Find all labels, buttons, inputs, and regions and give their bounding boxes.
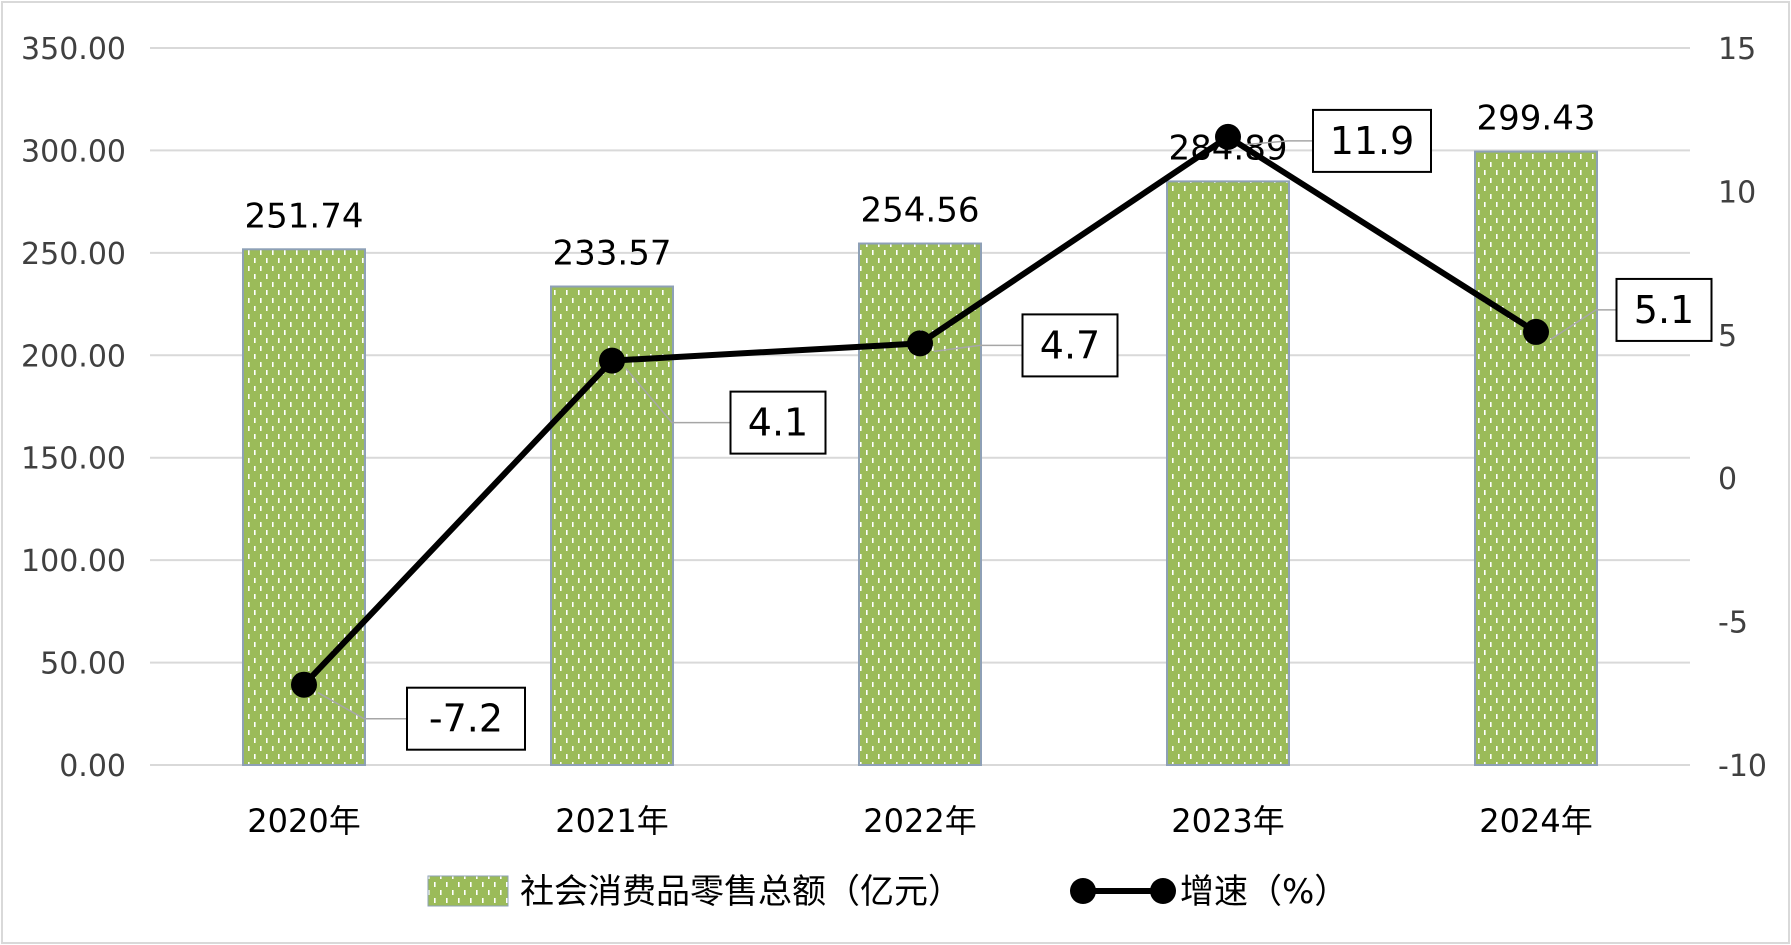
x-tick-label: 2022年 xyxy=(863,802,976,840)
legend-label-bar: 社会消费品零售总额（亿元） xyxy=(520,872,962,912)
right-tick-label: -5 xyxy=(1718,606,1748,641)
x-tick-label: 2023年 xyxy=(1171,802,1284,840)
leader-line xyxy=(933,344,1023,353)
line-label-leaders xyxy=(317,140,1617,720)
right-tick-label: 0 xyxy=(1718,462,1737,497)
bar xyxy=(858,242,982,766)
legend: 社会消费品零售总额（亿元） 增速（%） xyxy=(427,872,1348,912)
right-tick-label: 15 xyxy=(1718,32,1756,67)
x-tick-label: 2020年 xyxy=(247,802,360,840)
line-value-box xyxy=(406,686,526,751)
bar-value-label: 251.74 xyxy=(245,196,364,236)
x-axis: 2020年 2021年 2022年 2023年 2024年 xyxy=(247,802,1592,840)
left-tick-label: 50.00 xyxy=(40,647,126,682)
leader-line xyxy=(1241,140,1313,146)
legend-swatch-marker-left xyxy=(1070,878,1096,904)
x-tick-label: 2021年 xyxy=(555,802,668,840)
bar-value-label: 299.43 xyxy=(1477,99,1596,139)
right-tick-label: 10 xyxy=(1718,175,1756,210)
leader-line xyxy=(1549,309,1617,341)
left-tick-label: 300.00 xyxy=(21,134,126,169)
bar-value-label: 233.57 xyxy=(553,234,672,274)
line-point xyxy=(291,671,317,698)
left-tick-label: 250.00 xyxy=(21,237,126,272)
line-value-label: 4.7 xyxy=(1040,323,1100,367)
legend-label-line: 增速（%） xyxy=(1180,872,1348,912)
leader-line xyxy=(317,692,407,720)
right-tick-label: -10 xyxy=(1718,749,1767,784)
line-point xyxy=(907,330,933,357)
line-point xyxy=(1215,123,1241,150)
left-tick-label: 0.00 xyxy=(59,749,126,784)
left-tick-label: 350.00 xyxy=(21,32,126,67)
legend-swatch-bar xyxy=(427,875,509,907)
line-value-label: 4.1 xyxy=(748,401,808,445)
line-point xyxy=(599,347,625,374)
right-tick-label: 5 xyxy=(1718,319,1737,354)
line-value-box xyxy=(729,390,827,455)
left-tick-label: 200.00 xyxy=(21,339,126,374)
bar xyxy=(1474,150,1598,766)
legend-swatch-marker-right xyxy=(1150,878,1176,904)
bar xyxy=(1166,180,1290,766)
left-tick-label: 150.00 xyxy=(21,442,126,477)
line-value-label: -7.2 xyxy=(429,697,503,741)
bar-series xyxy=(242,150,1598,767)
line-value-labels: -7.2 4.1 4.7 11.9 5.1 xyxy=(406,108,1713,751)
left-y-axis: 0.00 50.00 100.00 150.00 200.00 250.00 300.00 3… xyxy=(21,32,126,784)
right-y-axis: -10 -5 0 5 10 15 xyxy=(1718,32,1767,784)
line-value-box xyxy=(1312,108,1432,173)
line-value-label: 5.1 xyxy=(1634,288,1694,332)
left-tick-label: 100.00 xyxy=(21,544,126,579)
line-value-label: 11.9 xyxy=(1330,119,1415,163)
bar-value-label: 254.56 xyxy=(861,191,980,231)
line-value-box xyxy=(1021,313,1119,378)
line-series xyxy=(291,123,1549,698)
leader-line xyxy=(625,368,731,424)
line-point xyxy=(1523,318,1549,345)
line-value-box xyxy=(1615,277,1713,342)
x-tick-label: 2024年 xyxy=(1479,802,1592,840)
